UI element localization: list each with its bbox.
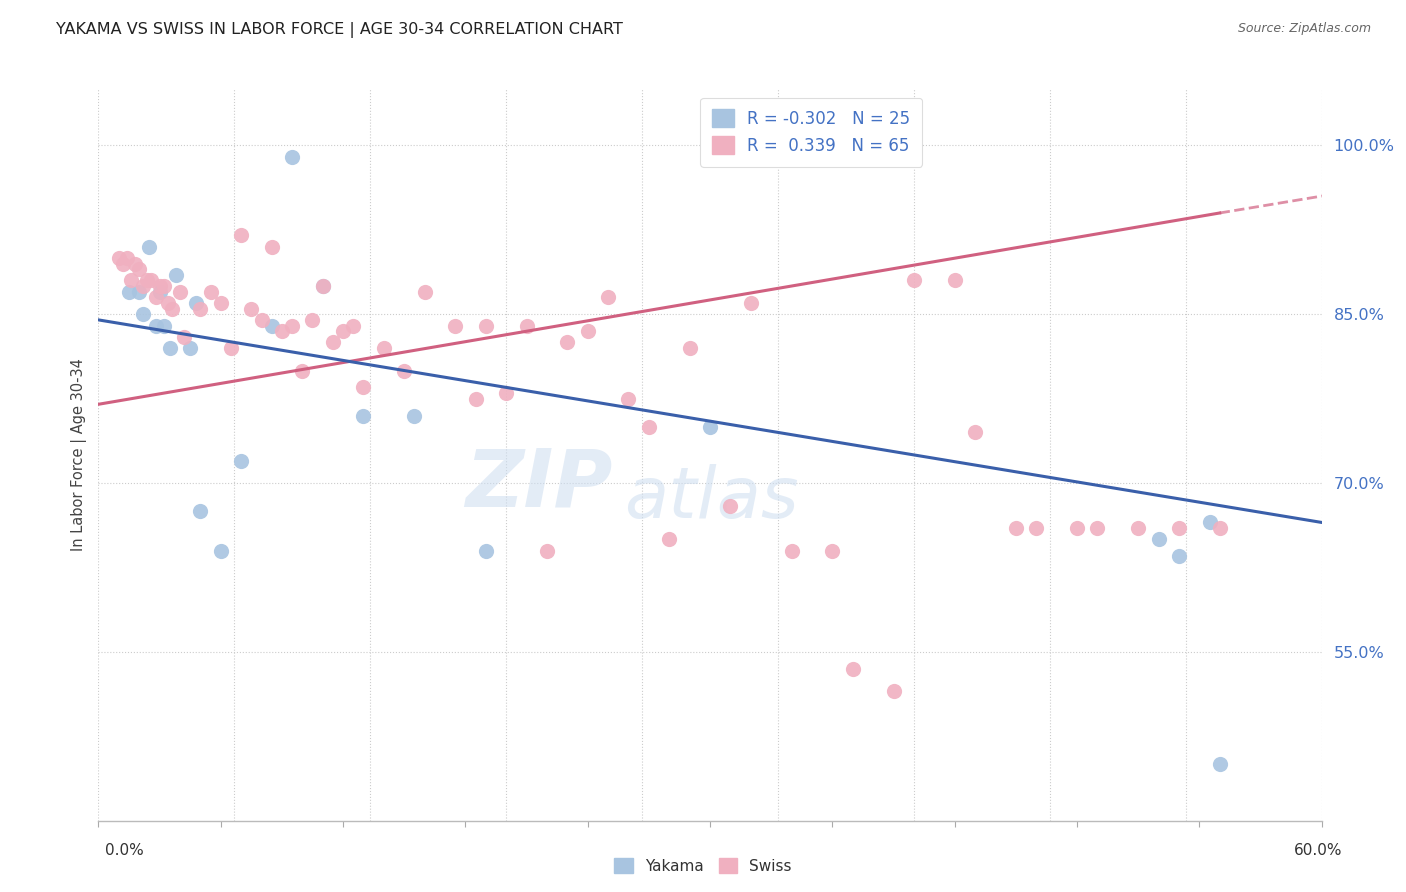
Point [219,341,242,355]
Point [474,318,498,333]
Point [108,251,131,265]
Point [149,279,172,293]
Point [138,240,160,254]
Point [1209,757,1232,772]
Point [464,392,486,406]
Point [474,543,498,558]
Point [1209,521,1232,535]
Point [186,296,208,310]
Point [576,324,599,338]
Point [128,262,150,277]
Text: atlas: atlas [624,465,799,533]
Point [156,296,179,310]
Point [444,318,467,333]
Point [136,273,159,287]
Point [179,341,201,355]
Point [1198,516,1220,530]
Point [780,543,803,558]
Point [404,409,426,423]
Point [413,285,436,299]
Point [270,324,294,338]
Point [159,341,181,355]
Point [145,318,167,333]
Point [111,257,134,271]
Legend: Yakama, Swiss: Yakama, Swiss [607,852,799,880]
Point [699,419,721,434]
Point [516,318,538,333]
Point [352,380,374,394]
Point [145,290,167,304]
Point [115,251,138,265]
Point [332,324,354,338]
Point [373,341,395,355]
Point [1147,533,1170,547]
Point [392,363,416,377]
Point [903,273,925,287]
Point [1085,521,1108,535]
Text: Source: ZipAtlas.com: Source: ZipAtlas.com [1237,22,1371,36]
Point [598,290,620,304]
Point [658,533,681,547]
Text: 60.0%: 60.0% [1295,843,1343,858]
Point [132,307,155,321]
Point [209,296,232,310]
Point [165,268,187,282]
Point [1004,521,1026,535]
Point [740,296,762,310]
Point [536,543,558,558]
Point [312,279,335,293]
Point [301,313,323,327]
Point [124,257,146,271]
Point [209,543,232,558]
Point [1066,521,1088,535]
Point [342,318,364,333]
Point [260,240,283,254]
Point [169,285,191,299]
Point [841,662,863,676]
Point [1128,521,1150,535]
Point [943,273,966,287]
Point [312,279,335,293]
Point [118,285,141,299]
Point [679,341,702,355]
Point [322,335,344,350]
Point [120,273,142,287]
Point [128,285,150,299]
Point [200,285,222,299]
Point [281,318,304,333]
Point [883,684,905,698]
Point [495,386,517,401]
Point [821,543,844,558]
Point [1167,521,1189,535]
Point [231,453,253,467]
Point [152,279,174,293]
Point [720,499,742,513]
Point [231,228,253,243]
Text: ZIP: ZIP [465,445,612,524]
Point [1167,549,1189,564]
Point [132,279,155,293]
Point [557,335,579,350]
Point [188,504,212,518]
Point [160,301,183,316]
Point [352,409,374,423]
Point [965,425,987,440]
Point [638,419,661,434]
Point [1025,521,1047,535]
Point [617,392,640,406]
Point [149,285,172,299]
Point [188,301,212,316]
Text: YAKAMA VS SWISS IN LABOR FORCE | AGE 30-34 CORRELATION CHART: YAKAMA VS SWISS IN LABOR FORCE | AGE 30-… [56,22,623,38]
Point [281,150,304,164]
Point [152,318,174,333]
Legend: R = -0.302   N = 25, R =  0.339   N = 65: R = -0.302 N = 25, R = 0.339 N = 65 [700,97,922,167]
Point [240,301,263,316]
Point [291,363,314,377]
Text: 0.0%: 0.0% [105,843,145,858]
Point [173,330,195,344]
Point [260,318,283,333]
Point [141,273,163,287]
Y-axis label: In Labor Force | Age 30-34: In Labor Force | Age 30-34 [72,359,87,551]
Point [250,313,273,327]
